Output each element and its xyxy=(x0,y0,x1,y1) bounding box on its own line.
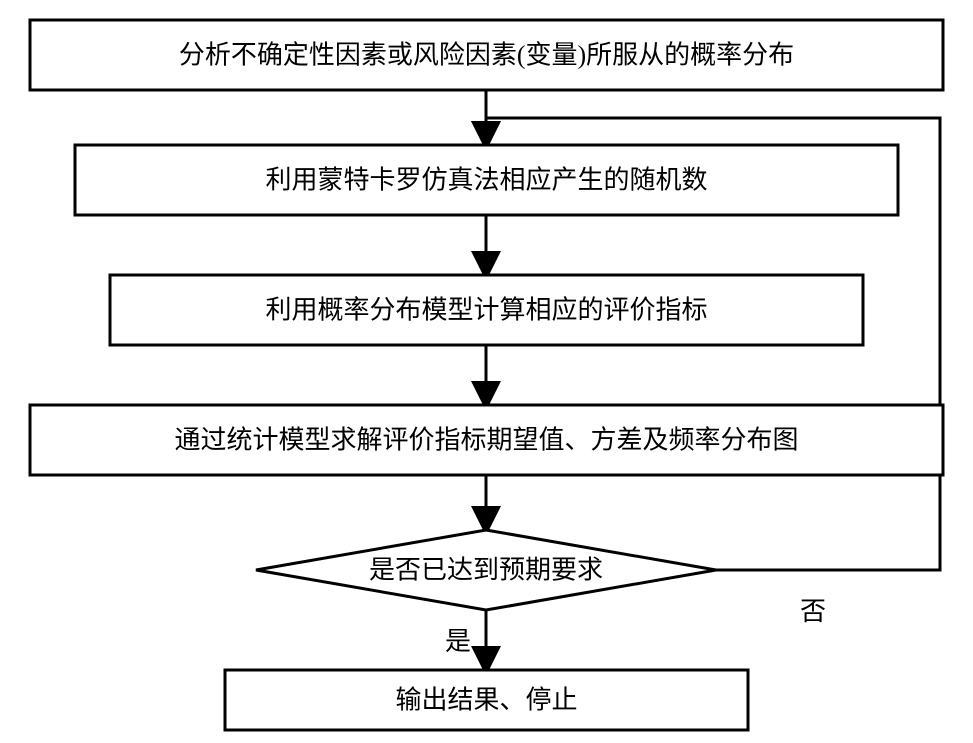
edge-label-n5-n6: 是 xyxy=(445,627,471,656)
flowchart-diagram: 分析不确定性因素或风险因素(变量)所服从的概率分布利用蒙特卡罗仿真法相应产生的随… xyxy=(0,0,973,743)
process-label-n1: 分析不确定性因素或风险因素(变量)所服从的概率分布 xyxy=(179,41,794,70)
process-label-n3: 利用概率分布模型计算相应的评价指标 xyxy=(265,296,707,325)
edge-label-n5-n2: 否 xyxy=(800,597,826,626)
process-label-n4: 通过统计模型求解评价指标期望值、方差及频率分布图 xyxy=(174,426,798,455)
decision-label-n5: 是否已达到预期要求 xyxy=(369,556,603,585)
process-label-n2: 利用蒙特卡罗仿真法相应产生的随机数 xyxy=(265,166,707,195)
process-label-n6: 输出结果、停止 xyxy=(395,686,577,715)
